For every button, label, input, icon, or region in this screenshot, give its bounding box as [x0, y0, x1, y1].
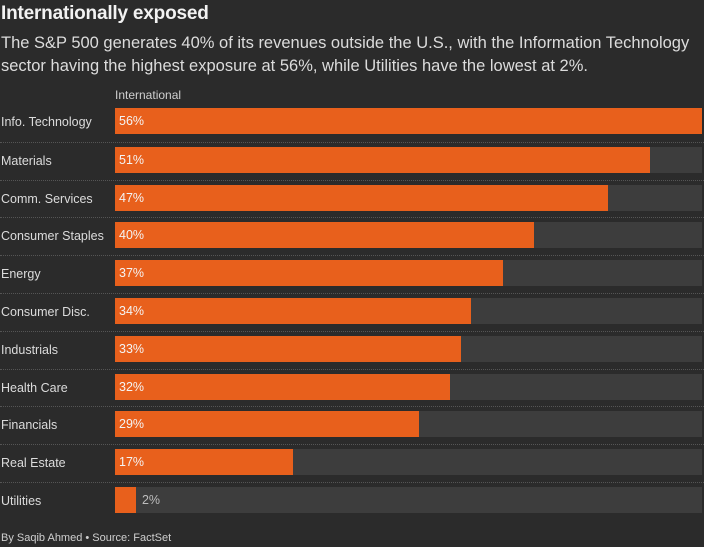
- chart-row: Utilities 2%: [0, 482, 704, 520]
- category-label: Financials: [1, 418, 58, 433]
- category-label: Industrials: [1, 342, 58, 357]
- value-label: 47%: [119, 190, 145, 205]
- chart-row: Consumer Staples 40%: [0, 217, 704, 255]
- value-label: 17%: [119, 455, 145, 470]
- bar-track: 47%: [115, 184, 702, 211]
- category-label: Consumer Disc.: [1, 305, 90, 319]
- bar-chart: Info. Technology 56% Materials 51% Comm. Ser…: [0, 104, 704, 519]
- chart-row: Energy 37%: [0, 255, 704, 293]
- category-label: Materials: [1, 153, 52, 168]
- bar-track: 2%: [115, 487, 702, 513]
- category-label: Energy: [1, 267, 41, 282]
- bar: [115, 487, 136, 513]
- bar: [115, 184, 608, 211]
- bar: [115, 298, 472, 324]
- value-label: 40%: [119, 228, 145, 243]
- chart-row: Consumer Disc. 34%: [0, 293, 704, 331]
- category-label: Utilities: [1, 494, 42, 508]
- bar: [115, 449, 294, 476]
- chart-row: Health Care 32%: [0, 368, 704, 407]
- value-label: 29%: [119, 417, 145, 432]
- bar: [115, 108, 702, 134]
- bar: [115, 222, 535, 249]
- series-header: International: [115, 88, 182, 102]
- bar-track: 29%: [115, 411, 702, 438]
- value-label: 56%: [119, 114, 145, 128]
- chart-row: Financials 29%: [0, 406, 704, 444]
- chart-row: Info. Technology 56%: [0, 104, 704, 141]
- chart-row: Real Estate 17%: [0, 444, 704, 482]
- chart-row: Comm. Services 47%: [0, 179, 704, 218]
- category-label: Comm. Services: [1, 191, 93, 206]
- bar-track: 37%: [115, 260, 702, 287]
- category-label: Consumer Staples: [1, 229, 104, 244]
- chart-row: Materials 51%: [0, 141, 704, 180]
- bar-track: 32%: [115, 373, 702, 400]
- category-label: Info. Technology: [1, 115, 92, 129]
- source-credit: By Saqib Ahmed • Source: FactSet: [1, 532, 172, 544]
- value-label: 34%: [119, 304, 145, 318]
- value-label: 2%: [141, 493, 161, 507]
- bar-track: 51%: [115, 146, 702, 173]
- bar: [115, 146, 650, 173]
- chart-subtitle: The S&P 500 generates 40% of its revenue…: [1, 34, 690, 75]
- bar-track: 34%: [115, 298, 702, 324]
- bar: [115, 335, 461, 362]
- bar: [115, 373, 451, 400]
- chart-row: Industrials 33%: [0, 330, 704, 369]
- bar-track: 33%: [115, 335, 702, 362]
- category-label: Real Estate: [1, 456, 66, 471]
- bar: [115, 411, 419, 438]
- value-label: 33%: [119, 341, 145, 356]
- value-label: 32%: [119, 379, 145, 394]
- bar: [115, 260, 503, 287]
- chart-title: Internationally exposed: [1, 3, 209, 24]
- category-label: Health Care: [1, 380, 68, 395]
- bar-track: 17%: [115, 449, 702, 476]
- bar-track: 56%: [115, 108, 702, 134]
- bar-track: 40%: [115, 222, 702, 249]
- value-label: 37%: [119, 266, 145, 281]
- value-label: 51%: [119, 152, 145, 167]
